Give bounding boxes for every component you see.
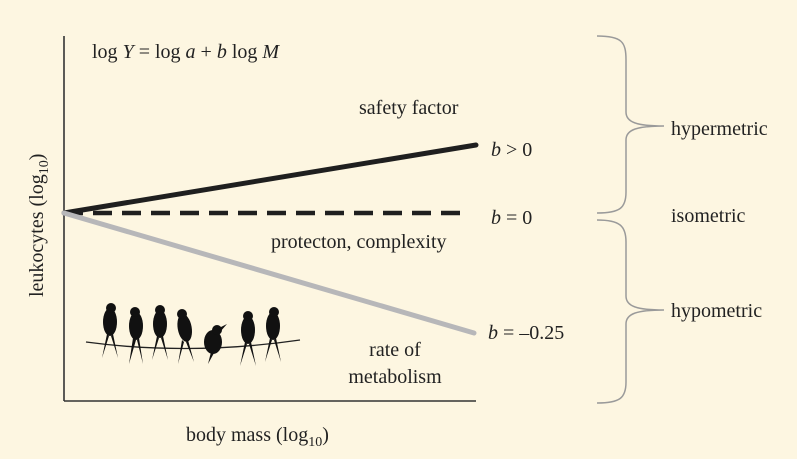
rate-label-line1: rate of: [369, 339, 421, 361]
wire: [85, 339, 301, 350]
isometric-label: isometric: [671, 205, 746, 227]
bird-icon: [204, 324, 227, 364]
bird-icon: [265, 307, 281, 362]
safety-factor-label: safety factor: [359, 97, 459, 119]
protecton-label: protecton, complexity: [271, 231, 447, 253]
bird-icon: [240, 311, 256, 366]
y-axis-label: leukocytes (log10): [26, 154, 52, 297]
b-eq-zero-label: b = 0: [491, 207, 532, 229]
bird-icon: [129, 307, 143, 364]
birds-on-wire-illustration: [85, 303, 301, 366]
bird-icon: [152, 305, 168, 360]
hypermetric-label: hypermetric: [671, 118, 768, 140]
bird-icon: [102, 303, 118, 358]
hypermetric-line: [61, 142, 479, 216]
b-gt-zero-label: b > 0: [491, 139, 532, 161]
hypometric-label: hypometric: [671, 300, 762, 322]
lower-brace: [596, 219, 665, 404]
bird-icon: [177, 309, 194, 364]
x-axis-label: body mass (log10): [186, 424, 329, 450]
b-neg-label: b = –0.25: [488, 322, 564, 344]
hypometric-line: [61, 210, 477, 336]
upper-brace: [596, 35, 665, 214]
equation: log Y = log a + b log M: [92, 41, 280, 63]
rate-label-line2: metabolism: [348, 366, 442, 388]
